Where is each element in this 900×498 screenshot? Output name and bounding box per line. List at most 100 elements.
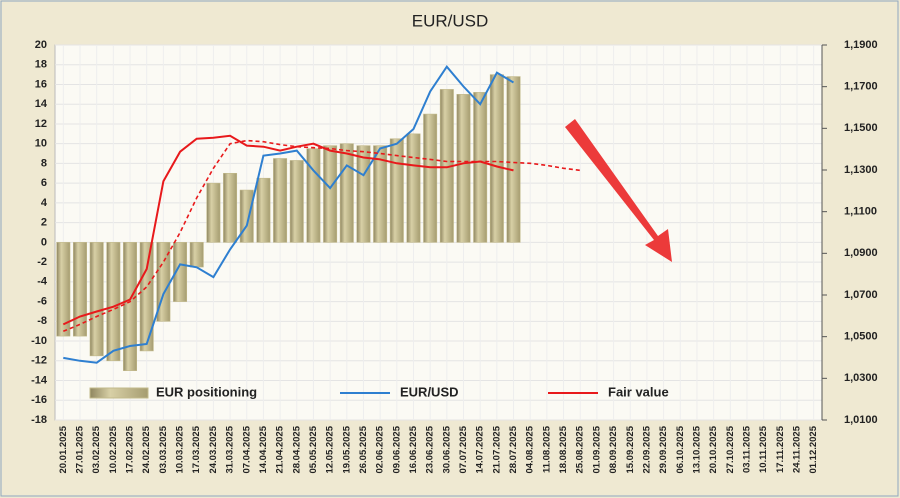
x-tick-label: 11.08.2025: [541, 425, 552, 473]
bar: [506, 76, 521, 243]
bar: [289, 160, 304, 243]
x-tick-label: 18.08.2025: [558, 425, 569, 473]
y-tick-label: 0: [41, 236, 47, 248]
x-tick-label: 25.08.2025: [575, 425, 586, 473]
bar: [139, 242, 154, 352]
bar: [389, 138, 404, 243]
bar: [356, 145, 371, 243]
bar: [206, 182, 221, 243]
y2-tick-label: 1,0500: [844, 331, 878, 343]
bar: [339, 143, 354, 243]
x-tick-label: 17.03.2025: [191, 425, 202, 473]
legend-swatch: [89, 387, 149, 399]
bar: [406, 133, 421, 243]
y-tick-label: 12: [35, 118, 47, 130]
y-tick-label: -18: [31, 414, 47, 426]
x-tick-label: 16.06.2025: [408, 425, 419, 473]
y-tick-label: -8: [37, 315, 47, 327]
bar: [456, 94, 471, 243]
x-tick-label: 24.11.2025: [792, 425, 803, 473]
y2-tick-label: 1,0700: [844, 289, 878, 301]
x-tick-label: 14.04.2025: [258, 425, 269, 473]
annotation-arrow: [565, 119, 672, 262]
x-tick-label: 30.06.2025: [441, 425, 452, 473]
x-tick-label: 14.07.2025: [475, 425, 486, 473]
bar: [189, 242, 204, 268]
bar: [273, 158, 288, 243]
bar: [223, 172, 238, 243]
x-tick-label: 10.02.2025: [108, 425, 119, 473]
x-tick-label: 17.11.2025: [775, 425, 786, 473]
legend-label: Fair value: [608, 384, 669, 399]
y2-tick-label: 1,1100: [844, 206, 877, 218]
x-tick-label: 29.09.2025: [658, 425, 669, 473]
x-tick-label: 27.01.2025: [75, 425, 86, 473]
y-tick-label: -6: [37, 295, 47, 307]
x-tick-label: 07.07.2025: [458, 425, 469, 473]
y-tick-label: -4: [37, 276, 48, 288]
x-tick-label: 06.10.2025: [675, 425, 686, 473]
x-tick-label: 20.01.2025: [58, 425, 69, 473]
bar: [89, 242, 104, 357]
legend: EUR positioning EUR/USD Fair value: [89, 384, 669, 399]
x-tick-label: 04.08.2025: [525, 425, 536, 473]
bar: [73, 242, 87, 337]
x-tick-label: 03.03.2025: [158, 425, 169, 473]
x-tick-label: 03.11.2025: [741, 425, 752, 473]
bar: [489, 74, 504, 243]
y-tick-label: 4: [41, 197, 48, 209]
x-tick-label: 22.09.2025: [641, 425, 652, 473]
x-tick-label: 17.02.2025: [125, 425, 136, 473]
x-tick-label: 27.10.2025: [725, 425, 736, 473]
bar: [256, 177, 271, 243]
legend-label: EUR positioning: [156, 384, 257, 399]
x-tick-label: 01.12.2025: [808, 425, 819, 473]
x-tick-label: 24.03.2025: [208, 425, 219, 473]
y-tick-label: 14: [35, 98, 48, 110]
x-tick-label: 01.09.2025: [591, 425, 602, 473]
x-tick-label: 10.03.2025: [175, 425, 186, 473]
y2-tick-label: 1,1300: [844, 164, 878, 176]
dashed-line: [62, 139, 581, 333]
x-tick-label: 26.05.2025: [358, 425, 369, 473]
y2-tick-label: 1,0100: [844, 414, 878, 426]
y2-tick-label: 1,0900: [844, 247, 878, 259]
y-tick-label: -2: [37, 256, 47, 268]
x-tick-label: 08.09.2025: [608, 425, 619, 473]
y-tick-label: 16: [35, 78, 47, 90]
bar: [56, 242, 71, 337]
x-tick-label: 20.10.2025: [708, 425, 719, 473]
bar: [239, 189, 254, 243]
y2-tick-label: 1,1900: [844, 39, 878, 51]
y-tick-label: -10: [31, 335, 47, 347]
line: [63, 65, 515, 364]
x-tick-label: 05.05.2025: [308, 425, 319, 473]
x-tick-label: 12.05.2025: [325, 425, 336, 473]
y-tick-label: 18: [35, 59, 47, 71]
bar: [106, 242, 121, 362]
y-tick-label: -14: [31, 374, 48, 386]
y-tick-label: 20: [35, 39, 47, 51]
plot-area: [54, 44, 823, 421]
bar: [473, 92, 488, 243]
line: [62, 134, 514, 326]
x-tick-label: 07.04.2025: [241, 425, 252, 473]
bar: [323, 145, 338, 243]
y2-tick-label: 1,0300: [844, 372, 878, 384]
x-tick-label: 23.06.2025: [425, 425, 436, 473]
y-tick-label: -16: [31, 394, 47, 406]
x-tick-label: 03.02.2025: [91, 425, 102, 473]
x-tick-label: 31.03.2025: [225, 425, 236, 473]
chart-title: EUR/USD: [412, 11, 489, 30]
x-tick-label: 19.05.2025: [341, 425, 352, 473]
x-tick-label: 24.02.2025: [141, 425, 152, 473]
x-tick-label: 28.04.2025: [291, 425, 302, 473]
bar: [306, 148, 321, 243]
x-tick-label: 09.06.2025: [391, 425, 402, 473]
x-tick-label: 21.07.2025: [491, 425, 502, 473]
marks: [56, 65, 581, 371]
y-tick-label: 2: [41, 217, 47, 229]
bar: [373, 145, 388, 243]
legend-label: EUR/USD: [400, 384, 459, 399]
